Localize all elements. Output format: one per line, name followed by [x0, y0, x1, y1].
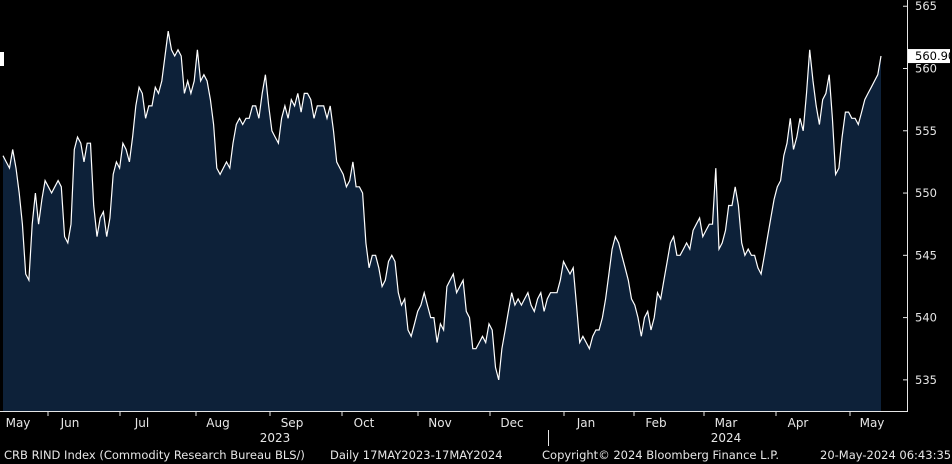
x-tick-label: Jul: [134, 416, 149, 430]
x-tick-label: Feb: [645, 416, 666, 430]
y-tick-label: 555: [915, 124, 937, 138]
y-tick-label: 545: [915, 248, 937, 262]
x-tick-label: Jun: [60, 416, 80, 430]
y-tick-label: 560: [915, 62, 937, 76]
footer-index-name: CRB RIND Index (Commodity Research Burea…: [4, 448, 305, 462]
footer-bar: CRB RIND Index (Commodity Research Burea…: [0, 446, 952, 464]
x-tick-label: Jan: [576, 416, 596, 430]
x-tick-label: Mar: [715, 416, 738, 430]
y-tick-label: 540: [915, 311, 937, 325]
x-tick-label: Aug: [206, 416, 229, 430]
y-tick-label: 550: [915, 186, 937, 200]
series-area: [3, 31, 881, 411]
x-tick-label: Nov: [428, 416, 451, 430]
x-tick-label: Apr: [788, 416, 809, 430]
footer-timestamp: 20-May-2024 06:43:35: [820, 448, 952, 462]
x-year-label: 2023: [260, 431, 291, 445]
y-tick-label: 565: [915, 0, 937, 13]
y-axis: 535 540 545 550 555 560 565: [903, 0, 937, 387]
x-axis-years: 2023 2024: [260, 431, 742, 445]
last-value-tag: 560.90: [908, 49, 952, 64]
series-line: [2, 30, 882, 381]
x-tick-label: May: [6, 416, 31, 430]
left-marker: [0, 52, 4, 66]
y-tick-label: 535: [915, 373, 937, 387]
x-tick-label: Sep: [281, 416, 304, 430]
x-tick-label: Dec: [500, 416, 523, 430]
last-value-label: 560.90: [915, 49, 952, 63]
x-tick-label: May: [860, 416, 885, 430]
footer-period: Daily 17MAY2023-17MAY2024: [330, 448, 503, 462]
price-chart: 535 540 545 550 555 560 565 May Jun Jul Aug Sep Oct…: [0, 0, 952, 446]
x-axis-months: May Jun Jul Aug Sep Oct Nov Dec Jan Feb Mar Apr May: [6, 411, 885, 430]
footer-copyright: Copyright© 2024 Bloomberg Finance L.P.: [542, 448, 779, 462]
x-tick-label: Oct: [354, 416, 375, 430]
x-year-label: 2024: [711, 431, 742, 445]
last-value-box: [908, 49, 950, 64]
